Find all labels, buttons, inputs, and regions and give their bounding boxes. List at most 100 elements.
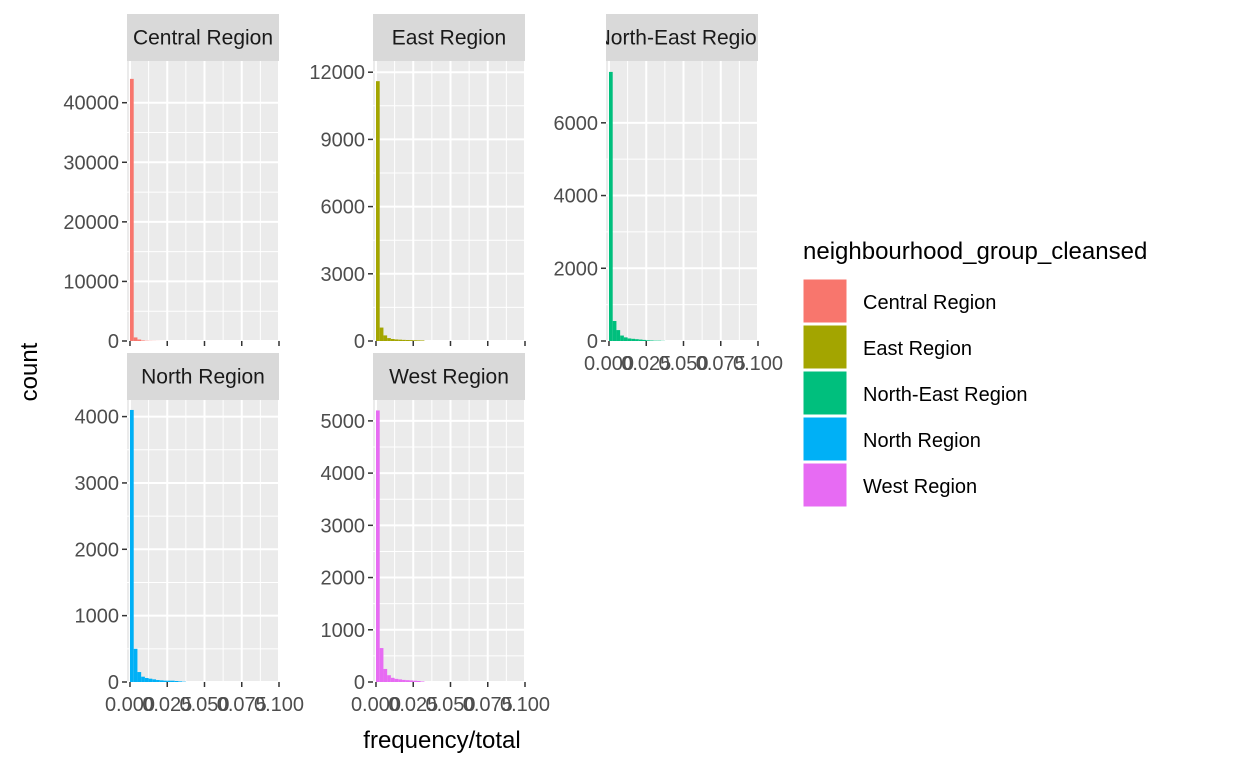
bar-east-region — [402, 339, 406, 341]
bar-north-east-region — [646, 340, 650, 341]
bar-north-region — [167, 680, 171, 682]
bar-north-east-region — [635, 339, 639, 341]
bar-central-region — [133, 337, 138, 341]
y-tick-label: 0 — [108, 331, 119, 353]
y-tick-label: 0 — [354, 331, 365, 353]
bar-east-region — [405, 339, 410, 341]
y-tick-label: 5000 — [321, 411, 366, 433]
facet-west-region: West Region0100020003000400050000.0000.0… — [321, 353, 550, 716]
bar-west-region — [398, 679, 403, 682]
y-tick-label: 9000 — [321, 129, 366, 151]
bar-north-region — [163, 680, 168, 682]
panel-bg-north-region — [127, 400, 279, 682]
bar-north-east-region — [631, 338, 636, 341]
bar-central-region — [141, 340, 145, 341]
bar-north-east-region — [627, 338, 632, 341]
bar-west-region — [413, 680, 417, 682]
bars-west-region — [375, 410, 425, 682]
strip-north-region — [127, 353, 279, 400]
bars-central-region — [129, 78, 168, 341]
strip-west-region — [373, 353, 525, 400]
y-tick-label: 1000 — [75, 606, 120, 628]
x-tick-label: 0.000 — [584, 353, 634, 375]
legend-label-west-region: West Region — [863, 476, 977, 498]
x-tick-label: 0.025 — [142, 694, 192, 716]
facet-north-region: North Region010002000300040000.0000.0250… — [75, 353, 304, 716]
strip-north-east-region — [606, 14, 758, 61]
bar-east-region — [416, 340, 421, 341]
bar-north-east-region — [642, 339, 647, 341]
bar-east-region — [390, 338, 395, 341]
facet-central-region: Central Region 0 10000 20000 30000 40000 — [63, 14, 280, 353]
bar-west-region — [405, 680, 410, 682]
x-tick-label: 0.050 — [179, 694, 229, 716]
x-tick-label: 0.100 — [500, 694, 550, 716]
strip-label-west-region: West Region — [389, 366, 509, 389]
bar-north-region — [129, 409, 134, 682]
legend-key-west-region — [802, 462, 848, 508]
bar-central-region — [129, 78, 134, 341]
legend-key-north-region — [802, 416, 848, 462]
bar-north-region — [174, 681, 179, 682]
y-tick-label: 1000 — [321, 620, 366, 642]
bar-east-region — [383, 335, 388, 341]
bar-east-region — [387, 338, 391, 341]
bar-north-region — [178, 681, 183, 682]
facet-east-region: East Region 0 3000 6000 9000 12000 — [309, 14, 526, 353]
y-tick-label: 0 — [587, 331, 598, 353]
x-tick-label: 0.075 — [696, 353, 746, 375]
y-tick-label: 30000 — [63, 152, 119, 174]
bar-east-region — [379, 327, 384, 341]
legend-label-east-region: East Region — [863, 338, 972, 360]
legend-title: neighbourhood_group_cleansed — [803, 238, 1147, 265]
bar-west-region — [390, 677, 395, 682]
bar-west-region — [394, 678, 399, 682]
panel-bg-central-region — [127, 61, 279, 341]
bar-north-region — [148, 678, 153, 682]
y-tick-label: 10000 — [63, 271, 119, 293]
facets-group: Central Region010000200003000040000East … — [63, 14, 783, 716]
y-tick-label: 3000 — [321, 264, 366, 286]
x-tick-label: 0.050 — [425, 694, 475, 716]
bars-north-region — [129, 409, 186, 682]
x-tick-label: 0.100 — [254, 694, 304, 716]
bar-north-east-region — [638, 339, 643, 341]
x-tick-label: 0.050 — [658, 353, 708, 375]
x-axis-title: frequency/total — [363, 727, 520, 754]
bar-east-region — [413, 340, 417, 341]
bars-north-east-region — [608, 71, 665, 341]
y-tick-label: 6000 — [554, 113, 599, 135]
facet-north-east-region: North-East Region 0 2000 4000 6000 0.0000.025… — [554, 14, 783, 375]
bar-north-region — [144, 678, 149, 682]
bar-east-region — [375, 81, 380, 341]
bar-north-east-region — [616, 330, 621, 341]
x-tick-label: 0.000 — [105, 694, 155, 716]
bar-west-region — [387, 675, 391, 682]
legend-key-east-region — [802, 324, 848, 370]
legend-label-north-region: North Region — [863, 430, 981, 452]
y-tick-label: 4000 — [75, 407, 120, 429]
bar-east-region — [409, 340, 414, 341]
y-tick-label: 3000 — [321, 515, 366, 537]
legend-key-central-region — [802, 278, 848, 324]
panel-bg-east-region — [373, 61, 525, 341]
y-tick-label: 4000 — [321, 463, 366, 485]
strip-east-region — [373, 14, 525, 61]
y-tick-label: 2000 — [321, 568, 366, 590]
legend-label-north-east-region: North-East Region — [863, 384, 1028, 406]
y-tick-label: 0 — [354, 672, 365, 694]
strip-label-north-east-region: North-East Region — [596, 27, 769, 50]
panel-bg-west-region — [373, 400, 525, 682]
bar-north-east-region — [623, 337, 628, 341]
x-tick-label: 0.075 — [463, 694, 513, 716]
x-tick-label: 0.100 — [733, 353, 783, 375]
y-tick-label: 2000 — [554, 258, 599, 280]
bar-north-region — [141, 676, 145, 682]
y-tick-label: 0 — [108, 672, 119, 694]
y-tick-label: 12000 — [309, 62, 365, 84]
bar-west-region — [416, 680, 421, 682]
bar-north-region — [133, 648, 138, 682]
y-tick-label: 2000 — [75, 539, 120, 561]
strip-label-east-region: East Region — [392, 27, 506, 50]
bar-central-region — [137, 339, 142, 341]
